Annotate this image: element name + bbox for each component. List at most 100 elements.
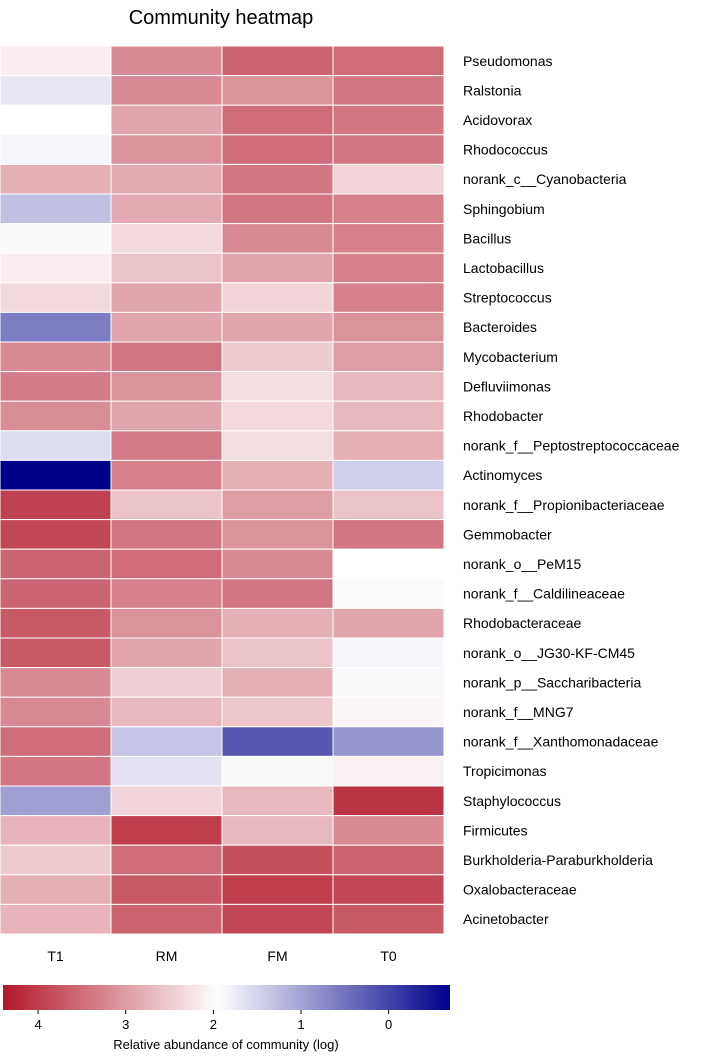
heatmap-cell (110, 874, 223, 905)
heatmap-cell (221, 223, 334, 254)
heatmap-cell (110, 282, 223, 313)
column-label: FM (267, 948, 287, 964)
heatmap-cell (110, 844, 223, 876)
heatmap-cell (110, 519, 223, 550)
heatmap-cell (221, 607, 334, 639)
heatmap-cell (0, 459, 112, 491)
row-label: norank_p__Saccharibacteria (463, 674, 641, 690)
heatmap-cell (110, 193, 223, 225)
heatmap-cell (332, 578, 445, 609)
heatmap-cell (0, 45, 112, 77)
heatmap-cell (0, 874, 112, 905)
heatmap-cell (110, 726, 223, 757)
heatmap-cell (110, 548, 223, 580)
heatmap-cell (0, 903, 112, 935)
heatmap-cell (0, 785, 112, 817)
row-label: Bacteroides (463, 319, 537, 335)
heatmap-cell (110, 223, 223, 254)
heatmap-cell (0, 400, 112, 432)
heatmap-cell (332, 163, 445, 195)
heatmap-cell (110, 75, 223, 106)
heatmap-cell (0, 311, 112, 343)
heatmap-cell (221, 104, 334, 136)
colorbar-tick-label: 0 (385, 1017, 392, 1032)
heatmap-cell (332, 548, 445, 580)
heatmap-cell (221, 341, 334, 373)
row-label: Streptococcus (463, 290, 552, 306)
heatmap-cell (110, 607, 223, 639)
heatmap-cell (332, 104, 445, 136)
heatmap-cell (0, 548, 112, 580)
heatmap-cell (332, 785, 445, 817)
column-label: RM (156, 948, 178, 964)
heatmap-cell (221, 430, 334, 461)
heatmap-cell (221, 193, 334, 225)
column-label: T0 (380, 948, 397, 964)
heatmap-cell (110, 459, 223, 491)
heatmap-cell (110, 489, 223, 521)
heatmap-cell (221, 578, 334, 609)
heatmap-cell (332, 282, 445, 313)
heatmap-cell (110, 578, 223, 609)
heatmap-cell (110, 667, 223, 698)
row-label: Firmicutes (463, 822, 528, 838)
heatmap-cell (221, 755, 334, 787)
row-label: Oxalobacteraceae (463, 882, 577, 898)
row-label: norank_f__Caldilineaceae (463, 586, 625, 602)
heatmap-cell (0, 371, 112, 402)
heatmap-cell (110, 104, 223, 136)
heatmap-cell (332, 45, 445, 77)
row-label: Acinetobacter (463, 911, 549, 927)
heatmap-cell (221, 667, 334, 698)
heatmap-cell (332, 696, 445, 728)
colorbar-tick-label: 2 (210, 1017, 217, 1032)
heatmap-cell (0, 637, 112, 669)
row-label: Rhodobacteraceae (463, 615, 582, 631)
heatmap-cell (0, 755, 112, 787)
heatmap-cell (332, 400, 445, 432)
heatmap-cell (0, 163, 112, 195)
heatmap-cells (0, 45, 445, 935)
heatmap-cell (332, 874, 445, 905)
heatmap-cell (221, 489, 334, 521)
heatmap-cell (221, 252, 334, 284)
heatmap-cell (221, 134, 334, 165)
heatmap-cell (221, 311, 334, 343)
column-labels: T1 RM FM T0 (47, 948, 397, 964)
heatmap-cell (0, 252, 112, 284)
row-label: Ralstonia (463, 82, 522, 98)
heatmap-cell (0, 75, 112, 106)
heatmap-cell (332, 755, 445, 787)
heatmap-cell (332, 311, 445, 343)
heatmap-cell (332, 815, 445, 846)
heatmap-cell (332, 903, 445, 935)
heatmap-cell (221, 163, 334, 195)
heatmap-cell (0, 341, 112, 373)
heatmap-cell (0, 844, 112, 876)
heatmap-cell (221, 726, 334, 757)
colorbar-ticks: 4 3 2 1 0 (34, 1010, 392, 1032)
heatmap-cell (221, 548, 334, 580)
colorbar-label: Relative abundance of community (log) (113, 1037, 338, 1052)
heatmap-cell (110, 163, 223, 195)
heatmap-cell (332, 75, 445, 106)
row-label: norank_o__JG30-KF-CM45 (463, 645, 635, 661)
row-label: Lactobacillus (463, 260, 544, 276)
row-label: Acidovorax (463, 112, 532, 128)
column-label: T1 (47, 948, 64, 964)
heatmap-cell (221, 371, 334, 402)
heatmap-cell (110, 903, 223, 935)
heatmap-cell (221, 282, 334, 313)
row-label: norank_c__Cyanobacteria (463, 171, 627, 187)
heatmap-cell (221, 844, 334, 876)
heatmap-cell (332, 223, 445, 254)
heatmap-cell (221, 45, 334, 77)
heatmap-cell (332, 341, 445, 373)
row-label: norank_o__PeM15 (463, 556, 582, 572)
heatmap-cell (110, 785, 223, 817)
chart-title: Community heatmap (129, 7, 314, 29)
heatmap-cell (110, 371, 223, 402)
row-label: norank_f__Peptostreptococcaceae (463, 438, 680, 454)
row-label: Actinomyces (463, 467, 542, 483)
heatmap-cell (221, 785, 334, 817)
